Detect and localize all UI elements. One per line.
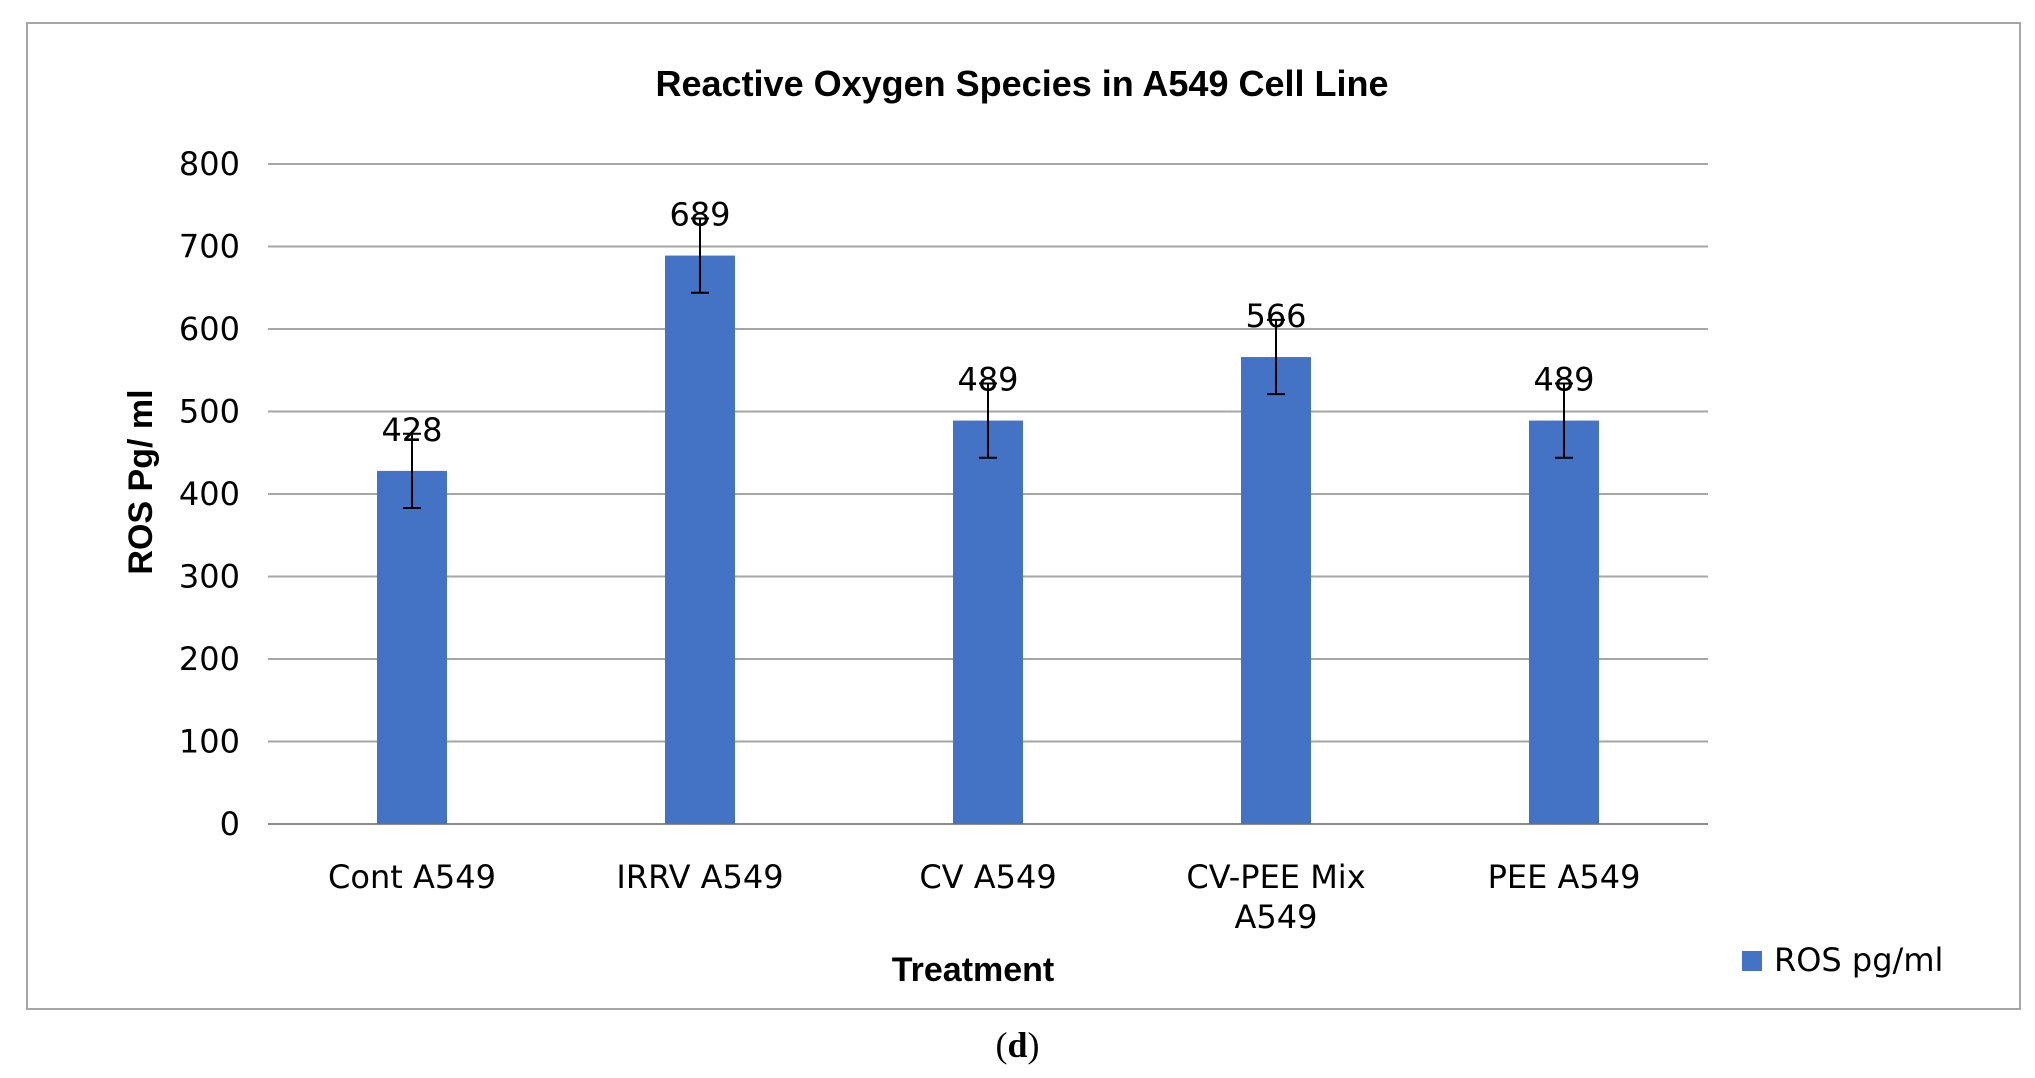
caption-open: ( <box>995 1025 1008 1065</box>
y-tick-label: 200 <box>179 640 240 678</box>
y-axis-label: ROS Pg/ ml <box>122 389 160 574</box>
y-tick-label: 600 <box>179 310 240 348</box>
x-axis-label: Treatment <box>892 951 1055 989</box>
y-tick-label: 700 <box>179 228 240 266</box>
data-label: 566 <box>1245 297 1306 335</box>
bars <box>377 255 1599 824</box>
x-tick-label-line: CV-PEE Mix <box>1186 858 1365 896</box>
x-tick-label-line: Cont A549 <box>328 858 496 896</box>
bar <box>665 255 735 824</box>
x-tick-label: CV-PEE Mix A549 <box>1186 858 1365 936</box>
y-tick-label: 800 <box>179 145 240 183</box>
error-bars <box>403 217 1573 510</box>
y-tick-label: 100 <box>179 723 240 761</box>
bar <box>377 470 447 824</box>
bar <box>1241 357 1311 824</box>
data-label: 428 <box>381 411 442 449</box>
x-tick-label: IRRV A549 <box>616 858 783 896</box>
bar <box>1529 420 1599 824</box>
data-label: 489 <box>957 361 1018 399</box>
x-tick-label: Cont A549 <box>328 858 496 896</box>
legend: ROS pg/ml <box>1742 941 1943 979</box>
x-tick-label-line: PEE A549 <box>1488 858 1641 896</box>
caption-letter: d <box>1007 1025 1028 1065</box>
x-tick-label-line: A549 <box>1235 898 1318 936</box>
x-tick-label-line: IRRV A549 <box>616 858 783 896</box>
data-label: 689 <box>669 196 730 234</box>
y-tick-label: 400 <box>179 475 240 513</box>
caption-close: ) <box>1027 1025 1040 1065</box>
chart-frame: Reactive Oxygen Species in A549 Cell Lin… <box>26 22 2021 1010</box>
chart-title: Reactive Oxygen Species in A549 Cell Lin… <box>656 63 1389 104</box>
bar <box>953 420 1023 824</box>
data-labels: 428 689 489 566 489 <box>381 196 1594 449</box>
y-axis-ticks: 0 100 200 300 400 500 600 700 800 <box>179 145 240 843</box>
bar-chart: Reactive Oxygen Species in A549 Cell Lin… <box>122 63 1943 989</box>
y-tick-label: 0 <box>220 805 240 843</box>
x-tick-label-line: CV A549 <box>919 858 1056 896</box>
legend-swatch <box>1742 951 1762 971</box>
data-label: 489 <box>1533 361 1594 399</box>
legend-label: ROS pg/ml <box>1774 941 1943 979</box>
panel-caption: (d) <box>0 1024 2035 1066</box>
x-tick-label: PEE A549 <box>1488 858 1641 896</box>
y-tick-label: 500 <box>179 393 240 431</box>
x-axis-ticks: Cont A549 IRRV A549 CV A549 CV-PEE Mix A549 P… <box>328 858 1640 936</box>
y-tick-label: 300 <box>179 558 240 596</box>
x-tick-label: CV A549 <box>919 858 1056 896</box>
